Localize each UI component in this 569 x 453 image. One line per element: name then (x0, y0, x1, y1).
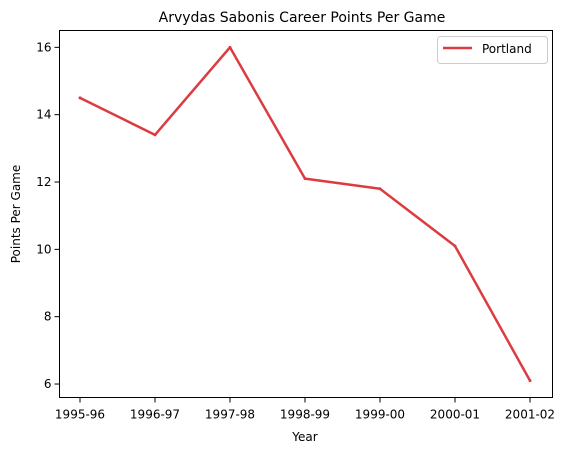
x-tick-label: 1997-98 (205, 408, 255, 422)
series-point (228, 45, 232, 49)
x-tick-label: 1999-00 (355, 408, 405, 422)
series-point (78, 96, 82, 100)
x-tick-label: 1996-97 (130, 408, 180, 422)
series-point (453, 244, 457, 248)
y-axis-title: Points Per Game (9, 165, 23, 264)
y-tick-label: 14 (36, 108, 51, 122)
y-axis-ticks: 6 8 10 12 14 16 (36, 40, 60, 391)
y-tick-label: 8 (44, 310, 52, 324)
chart-title: Arvydas Sabonis Career Points Per Game (159, 10, 446, 26)
series-point (153, 133, 157, 137)
x-tick-label: 2001-02 (505, 408, 555, 422)
y-tick-label: 6 (44, 377, 52, 391)
legend-box (437, 36, 548, 64)
plot-area (59, 30, 553, 398)
x-tick-label: 1998-99 (280, 408, 330, 422)
y-tick-label: 12 (36, 175, 51, 189)
y-tick-label: 10 (36, 242, 51, 256)
x-tick-label: 2000-01 (430, 408, 480, 422)
series-point (528, 379, 532, 383)
x-axis-title: Year (291, 430, 317, 444)
x-tick-label: 1995-96 (55, 408, 105, 422)
legend: Portland (437, 36, 548, 64)
series-point (303, 177, 307, 181)
x-axis-ticks: 1995-96 1996-97 1997-98 1998-99 1999-00 2000-… (55, 397, 555, 422)
y-tick-label: 16 (36, 40, 51, 54)
series-layer (78, 45, 532, 383)
series-point (378, 187, 382, 191)
legend-label-portland: Portland (482, 42, 532, 56)
